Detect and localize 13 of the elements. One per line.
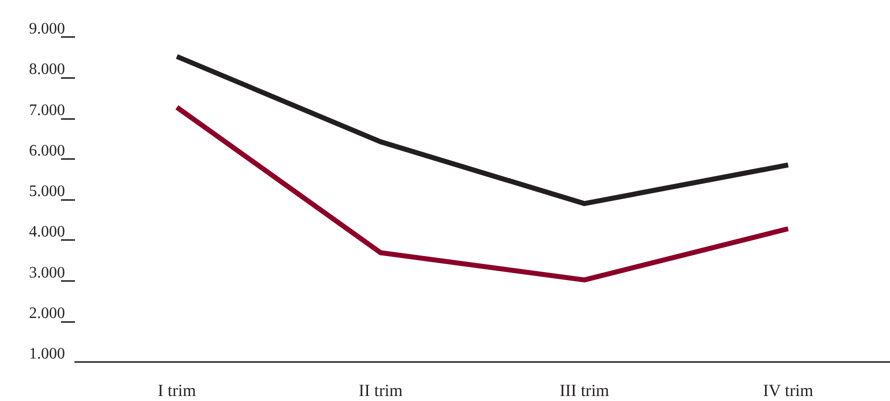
y-tick-label: 2.000: [29, 304, 65, 322]
y-tick-label: 1.000: [29, 346, 65, 362]
y-tick-label: 9.000: [29, 20, 65, 38]
x-tick-label: III trim: [560, 381, 610, 400]
x-tick-label: II trim: [358, 381, 403, 400]
y-tick-label: 7.000: [29, 102, 65, 119]
y-tick-label: 4.000: [29, 224, 65, 241]
y-tick-label: 5.000: [29, 183, 65, 200]
x-tick-label: IV trim: [763, 381, 814, 400]
y-tick-label: 8.000: [29, 61, 65, 78]
x-tick-label: I trim: [158, 381, 196, 400]
y-tick-label: 3.000: [29, 264, 65, 282]
y-tick-label: 6.000: [29, 142, 65, 160]
